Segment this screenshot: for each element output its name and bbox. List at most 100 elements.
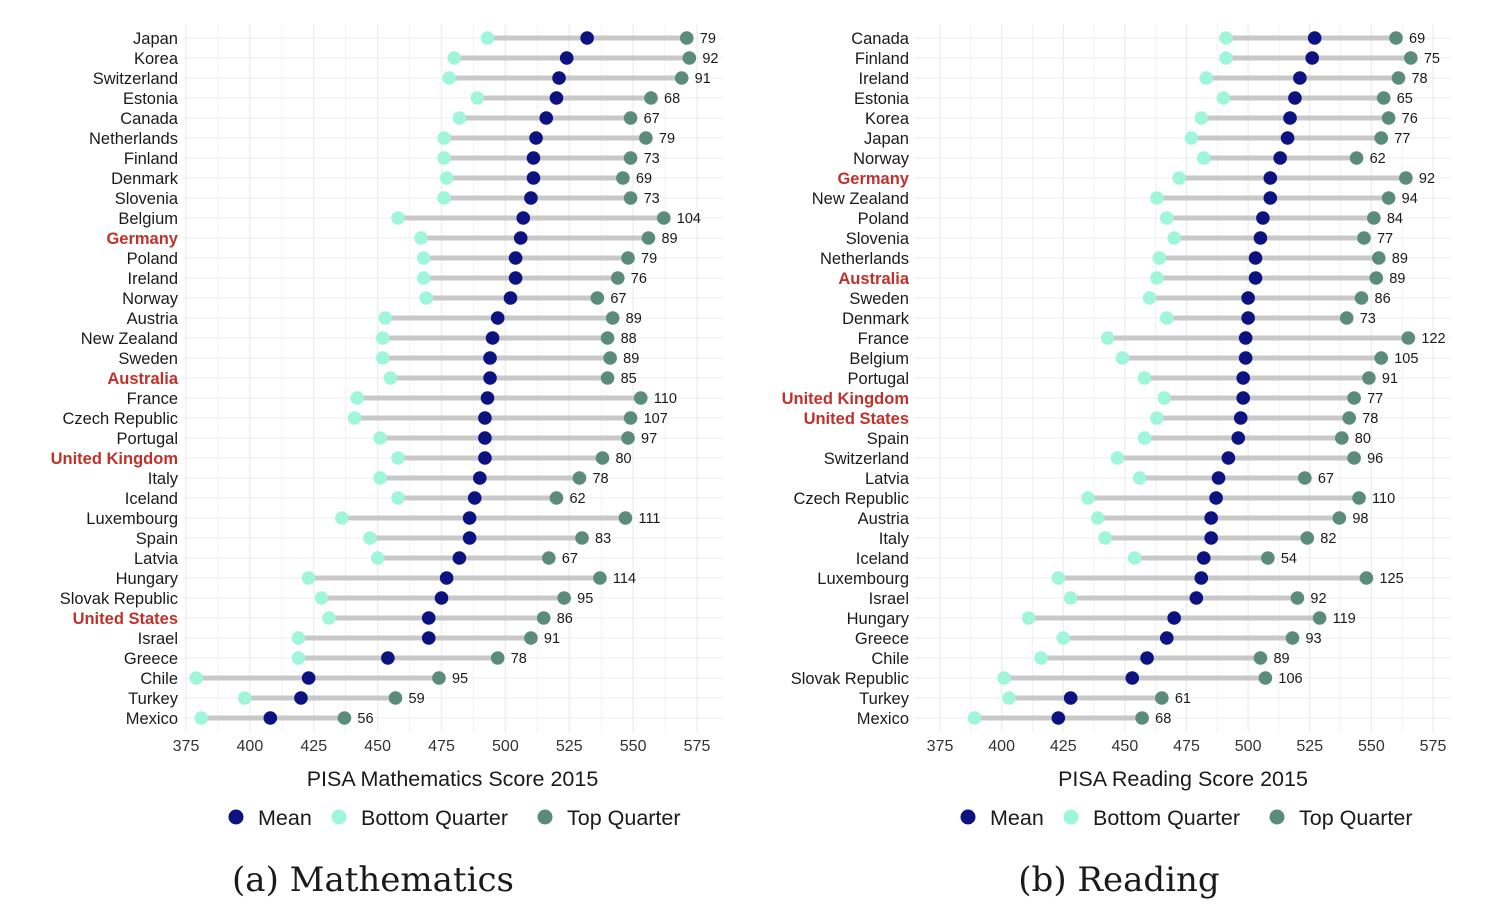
country-label: Turkey [859,690,910,708]
country-row: Japan 79 [133,30,716,48]
mean-point [1204,531,1218,545]
bottom-quarter-point [378,311,393,325]
bottom-quarter-point [189,671,204,685]
bottom-quarter-point [322,611,336,625]
country-row: Estonia 65 [854,90,1413,108]
country-row: Luxembourg 125 [817,570,1403,588]
mean-point [513,231,528,245]
top-quarter-point [1381,191,1396,205]
x-tick-label: 475 [428,738,455,755]
legend: Mean Bottom Quarter Top Quarter [960,806,1413,830]
country-label: United States [73,610,178,628]
mean-point [478,411,492,425]
mean-point [1273,151,1287,165]
top-quarter-point [1376,91,1391,105]
bottom-quarter-point [370,551,385,565]
country-label: Iceland [125,490,178,508]
country-label: France [858,330,909,348]
bottom-quarter-point [1150,191,1164,205]
mean-point [524,191,538,205]
country-row: Latvia 67 [865,470,1334,488]
country-label: United Kingdom [51,450,178,468]
top-quarter-point [656,211,671,225]
country-row: Greece 78 [124,650,527,668]
bottom-quarter-point [291,631,306,645]
country-label: Japan [864,130,909,148]
country-row: Mexico 56 [126,710,374,728]
gap-label: 67 [644,111,660,127]
country-row: Japan 77 [864,130,1410,148]
country-label: Israel [869,590,909,608]
bottom-quarter-point [1184,131,1199,145]
bottom-quarter-point [375,331,390,345]
bottom-quarter-point [335,511,349,525]
gap-label: 73 [644,191,660,207]
top-quarter-point [1285,631,1300,645]
legend-bottom-quarter-label: Bottom Quarter [1093,806,1240,830]
bottom-quarter-point [1159,311,1174,325]
bottom-quarter-point [1021,611,1036,625]
bottom-quarter-point [391,211,405,225]
gap-label: 79 [700,31,716,47]
top-quarter-point [388,691,403,705]
x-tick-label: 450 [1112,738,1139,755]
legend-top-quarter-swatch [537,809,553,825]
gap-label: 80 [1355,431,1371,447]
gap-label: 78 [592,471,608,487]
mean-point [1051,711,1066,725]
country-row: Iceland 62 [125,490,586,508]
country-label: Switzerland [93,70,178,88]
country-label: Belgium [849,350,909,368]
mean-point [1293,71,1307,85]
bottom-quarter-point [1172,171,1186,185]
country-label: New Zealand [81,330,178,348]
mean-point [516,211,531,225]
top-quarter-point [1374,351,1389,365]
country-row: Greece 93 [855,630,1322,648]
x-tick-label: 425 [1050,738,1077,755]
bottom-quarter-point [437,131,451,145]
country-row: Mexico 68 [857,710,1172,728]
top-quarter-point [1349,151,1364,165]
x-tick-label: 425 [300,738,327,755]
top-quarter-point [1155,691,1169,705]
country-label: France [127,390,178,408]
top-quarter-point [682,51,697,65]
top-quarter-point [1342,411,1356,425]
bottom-quarter-point [237,691,252,705]
mean-point [263,711,278,725]
bottom-quarter-point [363,531,377,545]
country-row: France 110 [127,390,677,408]
top-quarter-point [1334,431,1349,445]
gap-label: 91 [695,71,711,87]
gap-label: 107 [644,411,668,427]
legend-top-quarter: Top Quarter [1269,806,1413,830]
country-row: New Zealand 94 [812,190,1418,208]
bottom-quarter-point [1090,511,1105,525]
gap-label: 54 [1281,551,1297,567]
mean-point [439,571,454,585]
gap-label: 76 [631,271,647,287]
country-row: Italy 82 [879,530,1337,548]
gap-label: 95 [577,591,593,607]
math-caption: (a) Mathematics [232,860,514,900]
bottom-quarter-point [997,671,1011,685]
country-label: Denmark [842,310,910,328]
top-quarter-point [1347,451,1361,465]
top-quarter-point [1290,591,1305,605]
mean-point [508,271,523,285]
mean-point [1263,191,1278,205]
bottom-quarter-point [416,251,431,265]
top-quarter-point [641,231,656,245]
mean-point [1231,431,1246,445]
mean-point [549,91,564,105]
gap-label: 56 [357,711,373,727]
country-label: Austria [858,510,910,528]
top-quarter-point [623,411,638,425]
mean-point [1236,391,1250,405]
legend-top-quarter-swatch [1269,809,1285,825]
mean-point [294,691,308,705]
mean-point [1263,171,1278,185]
gap-label: 96 [1367,451,1383,467]
bottom-quarter-point [1142,291,1157,305]
